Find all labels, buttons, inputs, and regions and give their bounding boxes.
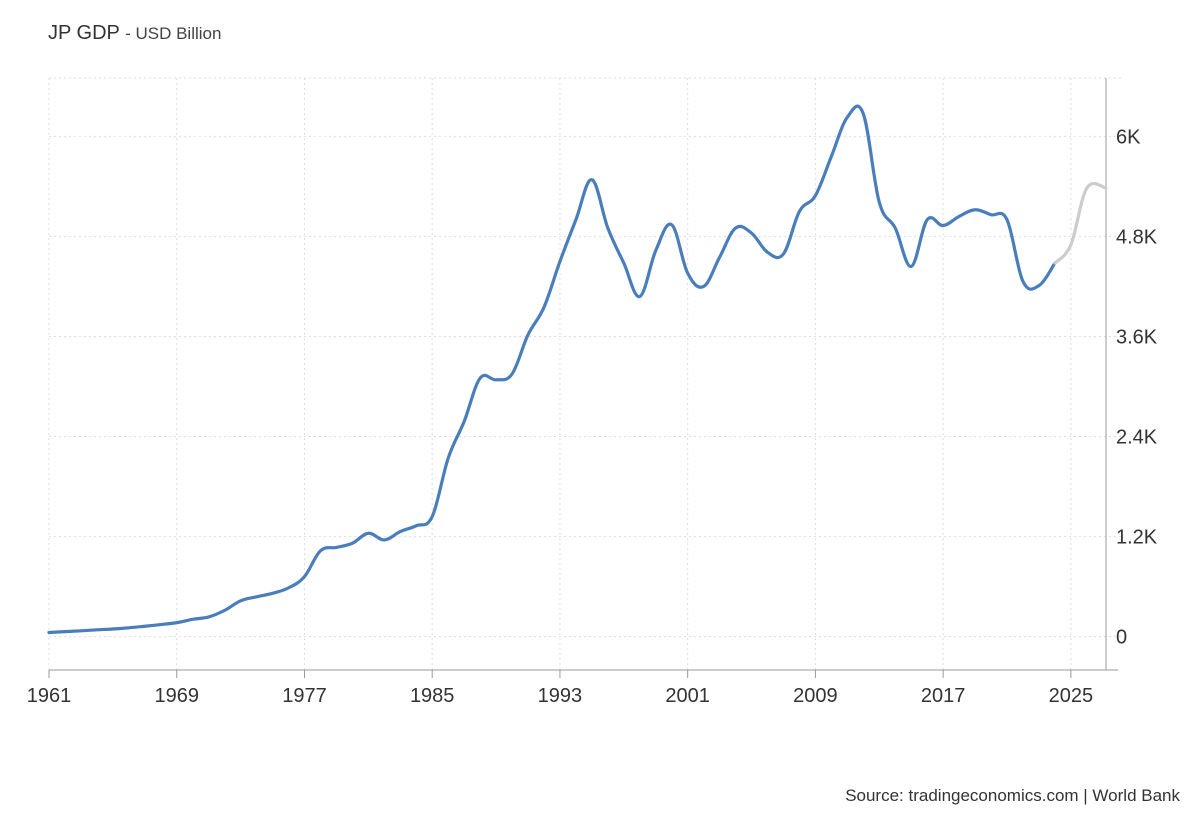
x-tick-label: 1977 bbox=[282, 685, 327, 707]
axes bbox=[48, 78, 1118, 678]
y-tick-label: 3.6K bbox=[1116, 326, 1158, 348]
x-tick-label: 1985 bbox=[410, 685, 455, 707]
y-axis-ticks: 0 1.2K 2.4K 3.6K 4.8K 6K bbox=[1116, 126, 1158, 648]
x-tick-label: 2025 bbox=[1049, 685, 1094, 707]
y-tick-label: 0 bbox=[1116, 627, 1127, 649]
x-tick-label: 2001 bbox=[665, 685, 710, 707]
gdp-historical-line bbox=[47, 104, 1057, 635]
x-tick-label: 2009 bbox=[793, 685, 838, 707]
x-tick-label: 1961 bbox=[27, 685, 72, 707]
y-tick-label: 2.4K bbox=[1116, 427, 1158, 449]
y-tick-label: 6K bbox=[1116, 126, 1141, 148]
x-tick-label: 1969 bbox=[154, 685, 199, 707]
gdp-forecast-line bbox=[1053, 181, 1108, 265]
x-tick-label: 2017 bbox=[921, 685, 966, 707]
x-tick-label: 1993 bbox=[538, 685, 583, 707]
y-tick-label: 1.2K bbox=[1116, 527, 1158, 549]
chart-title: JP GDP - USD Billion bbox=[48, 22, 221, 45]
source-credit: Source: tradingeconomics.com | World Ban… bbox=[845, 786, 1180, 805]
chart-subtitle: - USD Billion bbox=[125, 24, 222, 43]
grid-lines bbox=[48, 77, 1124, 670]
y-tick-label: 4.8K bbox=[1116, 226, 1158, 248]
chart-title-main: JP GDP bbox=[48, 22, 120, 44]
x-axis-ticks: 1961 1969 1977 1985 1993 2001 2009 2017 2025 bbox=[27, 685, 1093, 707]
series-group bbox=[47, 104, 1108, 635]
